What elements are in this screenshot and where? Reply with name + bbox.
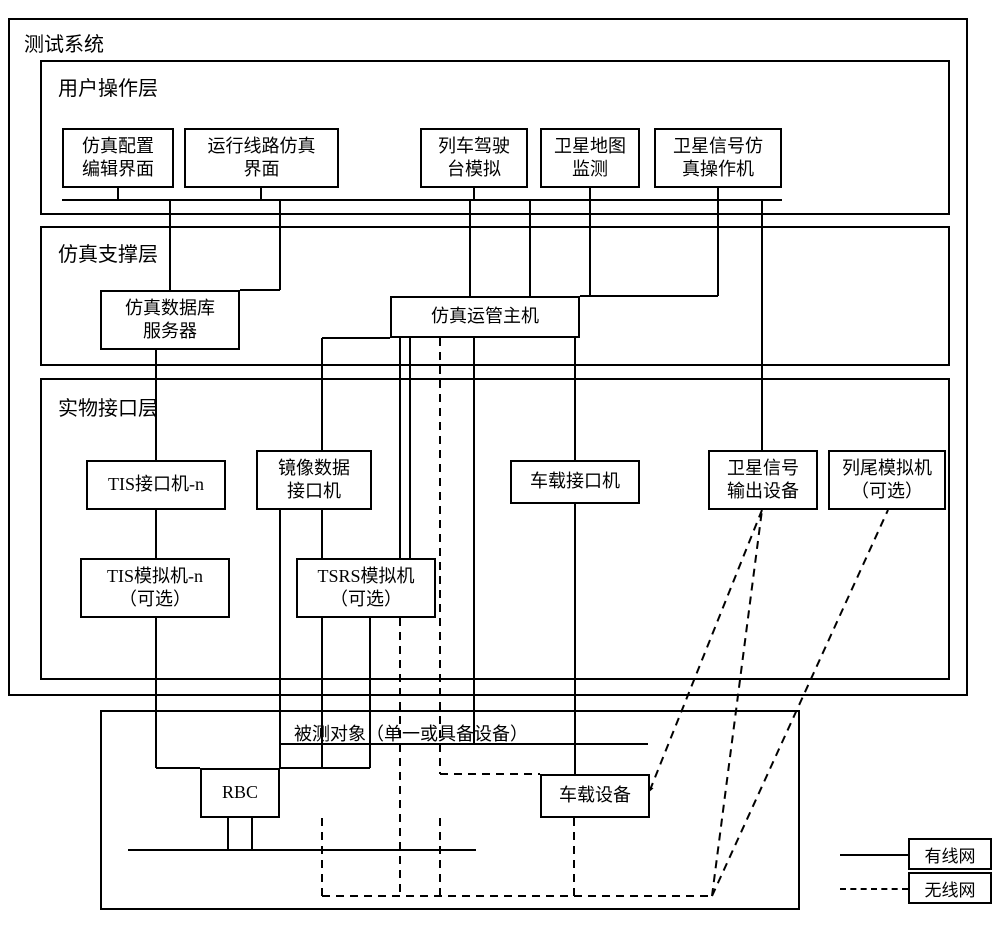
node-sat-signal-output: 卫星信号输出设备	[708, 450, 818, 510]
system-label: 测试系统	[20, 28, 108, 57]
node-label: 卫星信号输出设备	[727, 457, 799, 504]
node-label: 列车驾驶台模拟	[438, 135, 510, 182]
node-train-driver-sim: 列车驾驶台模拟	[420, 128, 528, 188]
legend-wired-label: 有线网	[925, 842, 976, 867]
legend-wired-box: 有线网	[908, 838, 992, 870]
node-label: RBC	[222, 781, 258, 804]
node-label: TIS接口机-n	[108, 473, 204, 496]
legend-wired-line-icon	[840, 854, 908, 856]
layer2-label: 仿真支撑层	[54, 238, 162, 267]
node-sat-map-monitor: 卫星地图监测	[540, 128, 640, 188]
node-sim-config-editor: 仿真配置编辑界面	[62, 128, 174, 188]
node-tis-sim: TIS模拟机-n（可选）	[80, 558, 230, 618]
node-label: 列尾模拟机（可选）	[842, 457, 932, 504]
layer3-label: 实物接口层	[54, 392, 162, 421]
node-label: 卫星地图监测	[554, 135, 626, 182]
node-train-tail-sim: 列尾模拟机（可选）	[828, 450, 946, 510]
node-label: 镜像数据接口机	[278, 457, 350, 504]
node-sim-mgmt-host: 仿真运管主机	[390, 296, 580, 338]
node-onboard-interface: 车载接口机	[510, 460, 640, 504]
layer3-container	[40, 378, 950, 680]
node-rbc: RBC	[200, 768, 280, 818]
layer1-label: 用户操作层	[54, 72, 162, 101]
node-sim-db-server: 仿真数据库服务器	[100, 290, 240, 350]
dut-label: 被测对象（单一或具备设备）	[290, 720, 532, 746]
node-label: TSRS模拟机（可选）	[317, 565, 414, 612]
legend-wireless-box: 无线网	[908, 872, 992, 904]
node-mirror-data-interface: 镜像数据接口机	[256, 450, 372, 510]
node-label: 运行线路仿真界面	[208, 135, 316, 182]
legend-wireless-line-icon	[840, 888, 908, 890]
node-label: 车载设备	[559, 784, 631, 807]
node-onboard-device: 车载设备	[540, 774, 650, 818]
node-sat-signal-operator: 卫星信号仿真操作机	[654, 128, 782, 188]
node-label: 仿真配置编辑界面	[82, 135, 154, 182]
node-label: 仿真运管主机	[431, 305, 539, 328]
node-label: TIS模拟机-n（可选）	[107, 565, 203, 612]
node-label: 仿真数据库服务器	[125, 297, 215, 344]
legend-wireless-label: 无线网	[925, 876, 976, 901]
node-tis-interface: TIS接口机-n	[86, 460, 226, 510]
node-label: 车载接口机	[530, 470, 620, 493]
node-route-sim-ui: 运行线路仿真界面	[184, 128, 339, 188]
node-label: 卫星信号仿真操作机	[673, 135, 763, 182]
node-tsrs-sim: TSRS模拟机（可选）	[296, 558, 436, 618]
